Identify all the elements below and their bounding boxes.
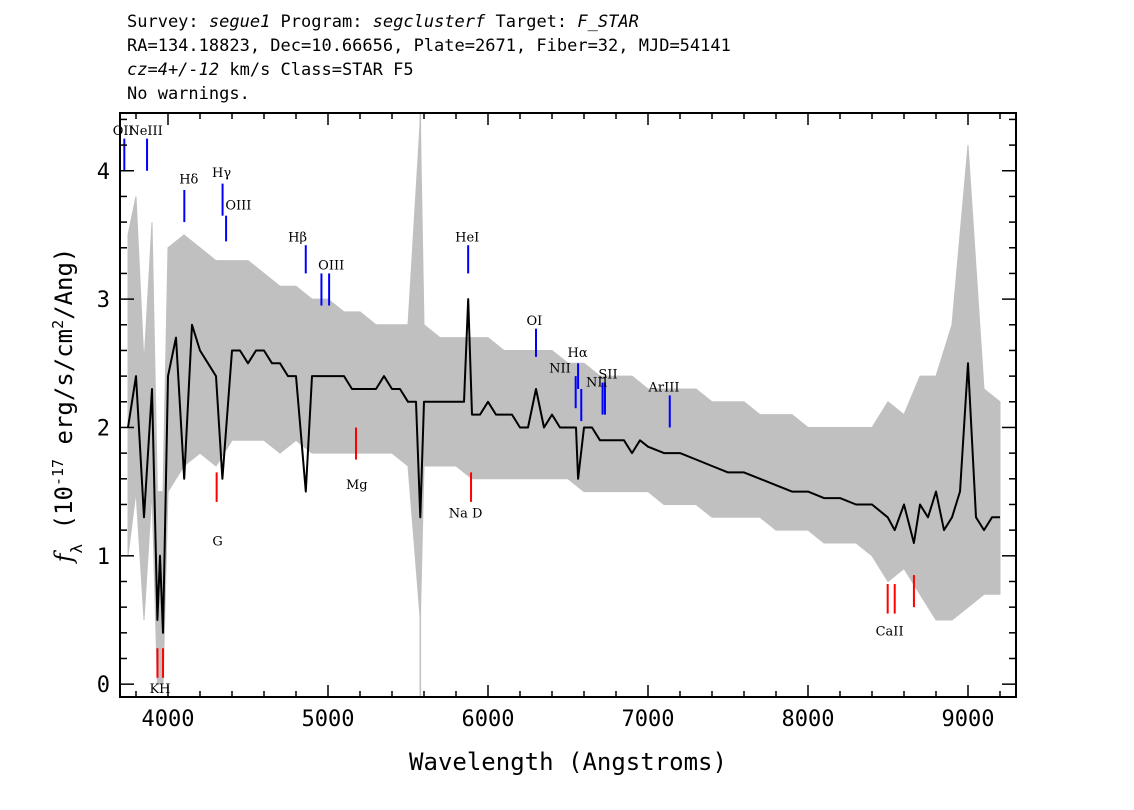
y-tick-label: 1 (97, 545, 110, 570)
caii-label: CaII (876, 624, 904, 639)
neiii-label: NeIII (128, 124, 162, 139)
x-tick-label: 8000 (782, 707, 835, 732)
axes-layer: 4000 5000 6000 7000 8000 9000 0 1 2 3 4 (97, 112, 1017, 732)
sii-label: SII (598, 368, 617, 383)
hgamma-label: Hγ (212, 166, 231, 181)
nii-label: NII (549, 361, 571, 376)
program-label: Program: (270, 12, 373, 32)
x-tick-label: 4000 (142, 707, 195, 732)
oiii-label: OIII (225, 198, 251, 213)
x-axis-title: Wavelength (Angstroms) (409, 748, 727, 776)
header-line-warnings: No warnings. (127, 84, 250, 104)
x-tick-label: 5000 (302, 707, 355, 732)
target-label: Target: (485, 12, 578, 32)
ariii-label: ArIII (647, 381, 679, 396)
hei-label: HeI (455, 230, 479, 245)
nad-label: Na D (449, 506, 483, 521)
x-tick-label: 9000 (942, 707, 995, 732)
error-band-layer (127, 119, 1001, 685)
line-marker-layer (123, 138, 915, 678)
hdelta-label: Hδ (179, 173, 198, 188)
y-tick-label: 2 (97, 416, 110, 441)
y-tick-label: 4 (97, 160, 110, 185)
halpha-label: Hα (568, 346, 588, 361)
error-band (127, 119, 1001, 685)
x-tick-label: 7000 (622, 707, 675, 732)
oii-label: OII (113, 124, 134, 139)
x-tick-label: 6000 (462, 707, 515, 732)
header-line-survey: Survey: segue1 Program: segclusterf Targ… (127, 10, 731, 34)
header-line-coordinates: RA=134.18823, Dec=10.66656, Plate=2671, … (127, 36, 731, 56)
survey-label: Survey: (127, 12, 209, 32)
oiii-label-2: OIII (318, 259, 344, 274)
target-value: F_STAR (577, 12, 639, 32)
hbeta-label: Hβ (288, 230, 307, 245)
nii-label-2: NII (586, 375, 608, 390)
g-label: G (212, 535, 222, 550)
flux-line (127, 298, 1000, 634)
redshift-value: cz=4+/-12 (127, 60, 220, 80)
spectrum-header: Survey: segue1 Program: segclusterf Targ… (127, 10, 731, 106)
oi-label: OI (527, 314, 543, 329)
survey-value: segue1 (208, 12, 271, 32)
header-line-redshift: cz=4+/-12 km/s Class=STAR F5 (127, 58, 731, 82)
y-tick-label: 3 (97, 288, 110, 313)
flux-layer (127, 298, 1000, 634)
class-text: km/s Class=STAR F5 (219, 60, 414, 80)
kh-label: KH (149, 682, 170, 697)
mg-label: Mg (346, 478, 368, 493)
program-value: segclusterf (372, 12, 486, 32)
plot-frame (119, 112, 1017, 698)
y-tick-label: 0 (97, 673, 110, 698)
y-axis-title: fλ (10-17 erg/s/cm2/Ang) (49, 248, 86, 565)
